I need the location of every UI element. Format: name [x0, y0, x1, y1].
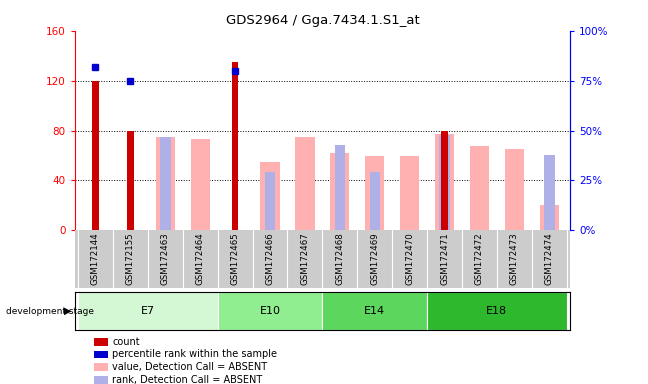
Text: GSM172155: GSM172155	[126, 233, 135, 285]
Text: value, Detection Call = ABSENT: value, Detection Call = ABSENT	[112, 362, 267, 372]
Bar	[127, 131, 133, 230]
Bar	[540, 205, 559, 230]
Text: count: count	[112, 337, 140, 347]
Text: rank, Detection Call = ABSENT: rank, Detection Call = ABSENT	[112, 375, 262, 384]
Bar	[441, 131, 448, 230]
Text: GSM172474: GSM172474	[545, 233, 554, 285]
Text: E10: E10	[259, 306, 281, 316]
Bar	[295, 137, 314, 230]
Bar	[156, 137, 175, 230]
Text: GSM172144: GSM172144	[91, 233, 100, 285]
Text: GSM172469: GSM172469	[370, 233, 379, 285]
Text: GSM172473: GSM172473	[510, 233, 519, 285]
Text: GSM172463: GSM172463	[161, 233, 170, 285]
Bar	[544, 154, 555, 230]
Text: GSM172466: GSM172466	[266, 233, 275, 285]
Text: ▶: ▶	[64, 306, 71, 316]
Bar	[435, 134, 454, 230]
Text: percentile rank within the sample: percentile rank within the sample	[112, 349, 277, 359]
Text: GSM172471: GSM172471	[440, 233, 449, 285]
Bar	[470, 146, 489, 230]
Bar	[191, 139, 210, 230]
Text: GSM172465: GSM172465	[231, 233, 240, 285]
Bar	[260, 162, 280, 230]
Bar	[78, 292, 218, 330]
Text: GSM172470: GSM172470	[405, 233, 414, 285]
Bar	[265, 172, 275, 230]
Title: GDS2964 / Gga.7434.1.S1_at: GDS2964 / Gga.7434.1.S1_at	[226, 14, 419, 27]
Text: GSM172468: GSM172468	[335, 233, 344, 285]
Bar	[322, 292, 427, 330]
Bar	[330, 153, 349, 230]
Bar	[505, 149, 524, 230]
Text: E18: E18	[487, 306, 507, 316]
Bar	[334, 144, 345, 230]
Text: E7: E7	[141, 306, 155, 316]
Bar	[369, 172, 380, 230]
Text: E14: E14	[364, 306, 386, 316]
Bar	[365, 156, 384, 230]
Bar	[400, 156, 419, 230]
Bar	[92, 81, 98, 230]
Text: GSM172467: GSM172467	[301, 233, 310, 285]
Bar	[160, 137, 170, 230]
Bar	[439, 134, 450, 230]
Text: development stage: development stage	[6, 306, 95, 316]
Bar	[218, 292, 323, 330]
Text: GSM172464: GSM172464	[196, 233, 205, 285]
Text: GSM172472: GSM172472	[475, 233, 484, 285]
Bar	[427, 292, 567, 330]
Bar	[232, 62, 238, 230]
